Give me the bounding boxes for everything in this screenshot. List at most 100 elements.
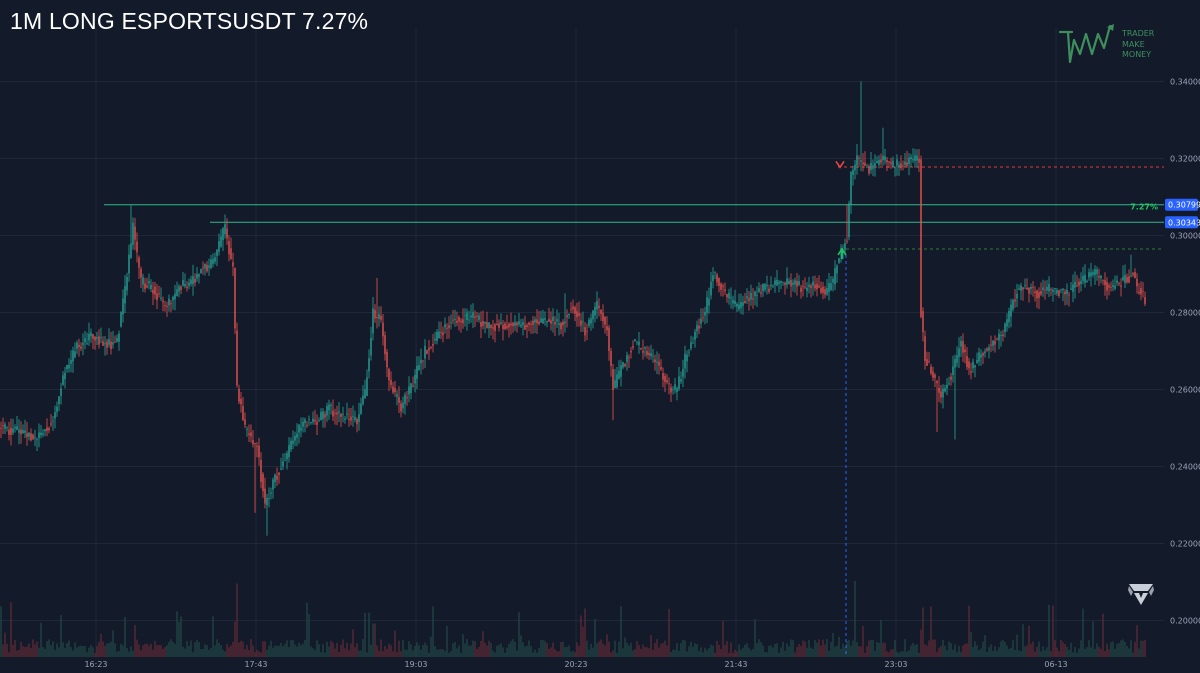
volume-bar xyxy=(1068,649,1070,657)
candle-body xyxy=(506,326,508,329)
volume-bar xyxy=(568,645,570,657)
candle-body xyxy=(2,425,4,427)
candle-body xyxy=(38,432,40,439)
volume-bar xyxy=(690,641,692,657)
volume-bar xyxy=(596,643,598,657)
volume-bar xyxy=(290,640,292,657)
volume-bar xyxy=(944,645,946,657)
candle-body xyxy=(324,414,326,418)
candle-body xyxy=(826,287,828,295)
candle-body xyxy=(944,388,946,392)
candle-body xyxy=(344,418,346,420)
volume-bar xyxy=(694,643,696,657)
volume-bar xyxy=(492,650,494,657)
volume-bar xyxy=(628,645,630,657)
candle-body xyxy=(1038,292,1040,298)
volume-bar xyxy=(912,643,914,657)
volume-bar xyxy=(600,639,602,657)
volume-bar xyxy=(2,644,4,657)
volume-bar xyxy=(528,640,530,657)
volume-bar xyxy=(416,642,418,657)
candle-body xyxy=(554,321,556,325)
candle-body xyxy=(1068,294,1070,296)
volume-bar xyxy=(516,650,518,657)
volume-bar xyxy=(114,643,116,657)
volume-bar xyxy=(232,641,234,657)
volume-bar xyxy=(478,646,480,657)
candle-body xyxy=(418,364,420,371)
candle-body xyxy=(352,415,354,417)
volume-bar xyxy=(346,642,348,657)
volume-bar xyxy=(378,650,380,657)
volume-bar xyxy=(396,652,398,657)
candle-body xyxy=(378,314,380,319)
candle-body xyxy=(466,312,468,320)
volume-bar xyxy=(990,644,992,657)
volume-bar xyxy=(468,645,470,657)
volume-bar xyxy=(684,640,686,657)
candle-body xyxy=(500,322,502,324)
candle-body xyxy=(1092,272,1094,275)
volume-bar xyxy=(220,644,222,657)
candle-body xyxy=(784,282,786,285)
candle-body xyxy=(424,345,426,359)
candle-body xyxy=(612,369,614,391)
candle-body xyxy=(1006,319,1008,327)
candle-body xyxy=(752,298,754,300)
candle-body xyxy=(372,308,374,334)
candle-body xyxy=(396,394,398,397)
volume-bar xyxy=(592,647,594,657)
volume-bar xyxy=(948,641,950,657)
candle-body xyxy=(496,323,498,326)
candle-body xyxy=(304,419,306,424)
volume-bar xyxy=(794,652,796,657)
volume-bar xyxy=(370,644,372,657)
volume-bar xyxy=(404,649,406,657)
candle-body xyxy=(560,322,562,330)
candle-body xyxy=(142,277,144,285)
volume-bar xyxy=(906,651,908,657)
candle-body xyxy=(568,313,570,316)
candle-body xyxy=(700,318,702,324)
volume-bar xyxy=(1016,634,1018,657)
volume-bar xyxy=(430,636,432,657)
candle-body xyxy=(1030,287,1032,289)
logo-line-trader: TRADER xyxy=(1122,29,1155,38)
candle-body xyxy=(22,430,24,434)
volume-bar xyxy=(268,645,270,657)
candle-body xyxy=(746,296,748,299)
volume-bar xyxy=(22,646,24,657)
candle-body xyxy=(1142,290,1144,292)
volume-bar xyxy=(116,651,118,657)
volume-bar xyxy=(770,645,772,657)
candle-body xyxy=(578,313,580,316)
volume-bar xyxy=(888,652,890,657)
volume-bar xyxy=(252,645,254,657)
volume-bar xyxy=(372,623,374,657)
candle-body xyxy=(1028,287,1030,294)
candle-body xyxy=(136,241,138,253)
candle-body xyxy=(810,285,812,289)
candle-body xyxy=(382,322,384,337)
volume-bar xyxy=(778,652,780,657)
candle-body xyxy=(942,388,944,398)
candle-body xyxy=(410,383,412,394)
candle-body xyxy=(334,413,336,414)
candle-body xyxy=(502,325,504,330)
volume-bar xyxy=(1114,649,1116,657)
volume-bar xyxy=(42,646,44,657)
volume-bar xyxy=(840,648,842,657)
candle-body xyxy=(1090,272,1092,277)
candle-body xyxy=(492,327,494,329)
candle-body xyxy=(186,286,188,288)
volume-bar xyxy=(1004,641,1006,657)
volume-bar xyxy=(1096,643,1098,657)
candle-body xyxy=(160,297,162,299)
candle-body xyxy=(1076,285,1078,287)
candle-body xyxy=(1046,286,1048,291)
volume-bar xyxy=(418,645,420,657)
volume-bar xyxy=(998,647,1000,657)
volume-bar xyxy=(280,642,282,657)
candle-body xyxy=(1138,291,1140,294)
